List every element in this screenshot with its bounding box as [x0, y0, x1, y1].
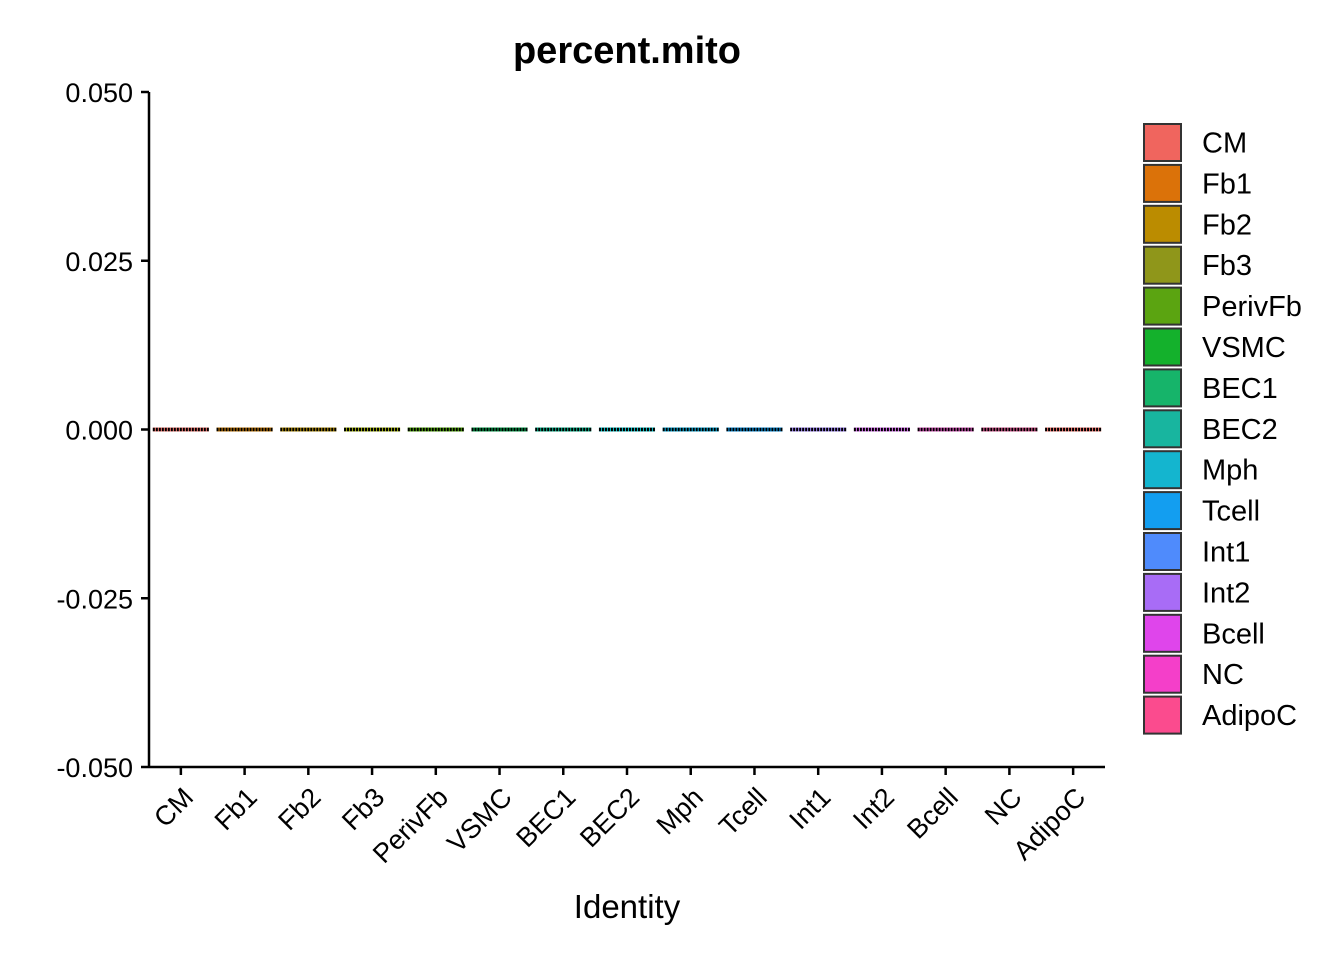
legend-swatch: [1143, 613, 1182, 653]
x-tick-label: NC: [979, 782, 1028, 831]
x-tick-label: Fb3: [336, 782, 390, 836]
y-tick-label: 0.050: [65, 78, 133, 108]
legend-swatch: [1143, 491, 1182, 531]
legend-label: Int2: [1202, 577, 1250, 609]
x-tick-label: Mph: [651, 782, 709, 840]
y-tick-label: -0.025: [56, 584, 133, 614]
legend-label: BEC2: [1202, 414, 1278, 446]
legend-label: Mph: [1202, 455, 1258, 487]
x-tick-label: Int1: [783, 782, 836, 835]
legend-swatch: [1143, 695, 1182, 735]
legend-swatch: [1143, 368, 1182, 408]
legend-label: BEC1: [1202, 373, 1278, 405]
x-tick-label: VSMC: [441, 782, 517, 858]
legend-swatch: [1143, 327, 1182, 367]
legend-label: AdipoC: [1202, 700, 1297, 732]
legend-label: NC: [1202, 659, 1244, 691]
x-tick-label: AdipoC: [1008, 782, 1092, 866]
x-tick-label: Bcell: [901, 782, 964, 845]
x-tick-label: Int2: [847, 782, 900, 835]
x-tick-label: Tcell: [713, 782, 772, 841]
legend-swatch: [1143, 532, 1182, 571]
y-tick-label: -0.050: [56, 753, 133, 783]
x-tick-label: Fb2: [272, 782, 326, 836]
legend-label: Fb2: [1202, 209, 1252, 241]
legend-swatch: [1143, 204, 1182, 244]
legend-swatch: [1143, 286, 1182, 326]
legend-label: Int1: [1202, 537, 1250, 569]
y-axis: -0.050 -0.025 0.000 0.025 0.050: [56, 78, 151, 783]
legend-label: Tcell: [1202, 496, 1260, 528]
y-tick-label: 0.000: [65, 416, 133, 446]
legend-label: PerivFb: [1202, 291, 1302, 323]
legend-swatch: [1143, 123, 1182, 162]
x-tick-label: BEC2: [574, 782, 645, 853]
legend-label: Bcell: [1202, 618, 1265, 650]
x-axis-title: Identity: [574, 888, 681, 925]
x-tick-label: Fb1: [209, 782, 263, 836]
y-tick-label: 0.025: [65, 247, 133, 277]
legend-swatch: [1143, 450, 1182, 490]
legend-swatch: [1143, 654, 1182, 694]
chart-title: percent.mito: [513, 30, 741, 72]
legend-label: Fb1: [1202, 168, 1252, 200]
legend-swatch: [1143, 409, 1182, 449]
legend-swatch: [1143, 245, 1182, 285]
legend-label: Fb3: [1202, 250, 1252, 282]
legend-swatch: [1143, 572, 1182, 612]
legend-label: CM: [1202, 128, 1247, 160]
legend-label: VSMC: [1202, 332, 1286, 364]
x-tick-label: CM: [148, 782, 199, 833]
legend-swatch: [1143, 163, 1182, 203]
legend: CM Fb1 Fb2 Fb3 PerivFb VSMC BEC1 BEC2 Mph Tcell In…: [1143, 123, 1302, 735]
x-tick-label: BEC1: [510, 782, 581, 853]
